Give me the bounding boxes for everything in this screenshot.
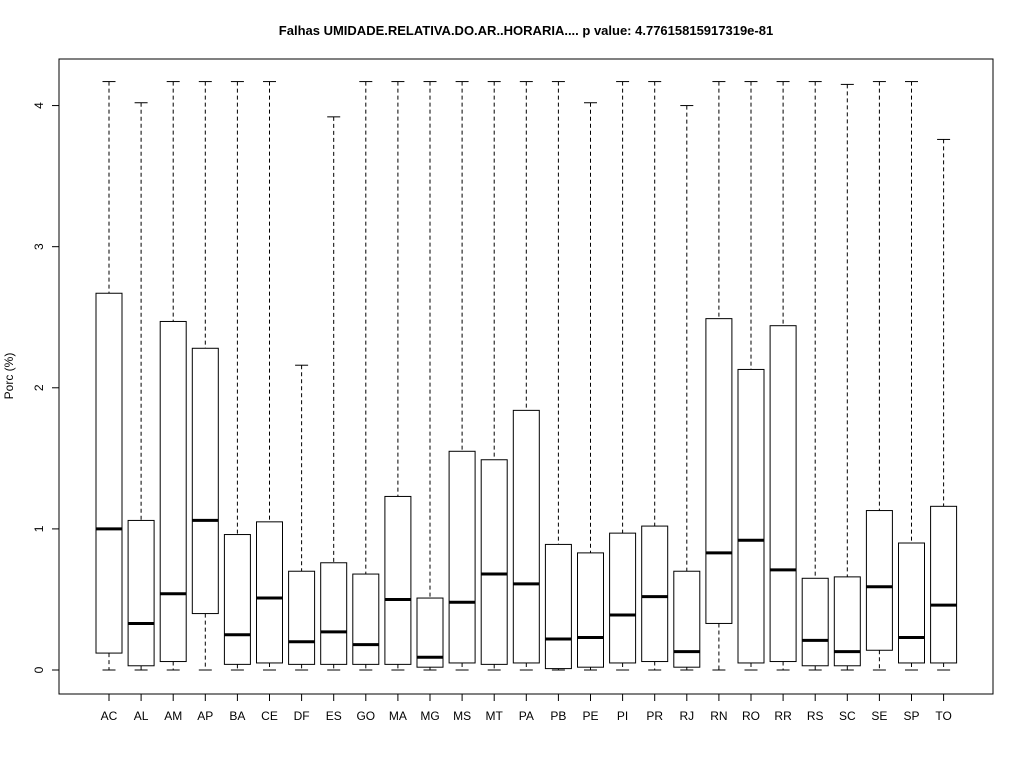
x-tick-label: RO [742,709,760,723]
box-mg [416,81,444,671]
box-pr [641,81,669,671]
x-tick-label: SP [903,709,919,723]
box-rj [673,105,701,671]
box-iqr [512,409,540,664]
x-tick-label: RN [710,709,727,723]
box-ap [191,81,219,671]
box-ms [448,81,476,671]
boxes [95,81,958,671]
box-rn [705,81,733,671]
x-tick-label: PB [550,709,566,723]
box-ce [256,81,283,671]
x-tick-label: PI [617,709,628,723]
x-tick-label: SE [871,709,887,723]
x-tick-label: ES [326,709,342,723]
x-tick-label: AM [164,709,182,723]
box-iqr [930,505,958,664]
box-df [288,364,316,671]
box-ro [737,81,765,671]
x-tick-label: RS [807,709,824,723]
box-ba [223,81,251,671]
box-pe [577,102,604,671]
box-iqr [769,325,797,663]
box-iqr [577,552,604,668]
x-tick-label: TO [935,709,951,723]
box-iqr [416,597,444,668]
x-tick-label: BA [229,709,245,723]
box-iqr [320,562,348,665]
x-tick-label: AP [197,709,213,723]
y-axis-label: Porc (%) [2,353,16,400]
box-pb [544,81,572,671]
box-iqr [801,577,829,667]
x-tick-label: GO [356,709,375,723]
box-iqr [480,459,508,665]
x-axis: AC AL AM AP BA CE DF ES GO MA MG MS MT PA PB PE PI PR RJ RN… [101,693,952,723]
box-am [159,81,187,671]
box-iqr [448,450,476,664]
y-axis: 0 1 2 3 4 [32,102,60,673]
box-sc [833,83,861,671]
box-iqr [544,543,572,670]
box-iqr [705,318,733,624]
x-tick-label: MT [486,709,504,723]
box-iqr [641,525,669,663]
y-tick-label: 2 [32,384,46,391]
y-tick-label: 3 [32,243,46,250]
box-iqr [288,570,316,665]
box-rs [801,81,829,671]
x-tick-label: AL [134,709,149,723]
box-iqr [256,521,283,664]
box-ac [95,81,123,671]
box-iqr [127,519,155,667]
x-tick-label: MG [420,709,439,723]
x-tick-label: RJ [679,709,694,723]
box-iqr [352,573,380,665]
box-iqr [737,368,765,664]
x-tick-label: MS [453,709,471,723]
box-iqr [95,292,123,654]
x-tick-label: MA [389,709,407,723]
y-tick-label: 4 [32,102,46,109]
box-iqr [223,534,251,665]
x-tick-label: PE [582,709,598,723]
box-iqr [898,542,925,664]
y-tick-label: 1 [32,525,46,532]
x-tick-label: PR [646,709,663,723]
box-sp [898,81,925,671]
x-tick-label: RR [774,709,792,723]
box-al [127,102,155,671]
box-go [352,81,380,671]
box-rr [769,81,797,671]
box-pa [512,81,540,671]
box-to [930,138,958,671]
box-es [320,116,348,671]
y-tick-label: 0 [32,666,46,673]
box-iqr [384,495,412,665]
box-iqr [191,347,219,615]
box-mt [480,81,508,671]
chart-title: Falhas UMIDADE.RELATIVA.DO.AR..HORARIA..… [279,23,773,38]
box-pi [609,81,637,671]
box-ma [384,81,412,671]
x-tick-label: CE [261,709,278,723]
box-iqr [609,532,637,664]
x-tick-label: SC [839,709,856,723]
x-tick-label: PA [519,709,534,723]
box-se [865,81,893,671]
x-tick-label: DF [294,709,310,723]
box-iqr [159,320,187,663]
x-tick-label: AC [101,709,118,723]
box-iqr [865,510,893,651]
